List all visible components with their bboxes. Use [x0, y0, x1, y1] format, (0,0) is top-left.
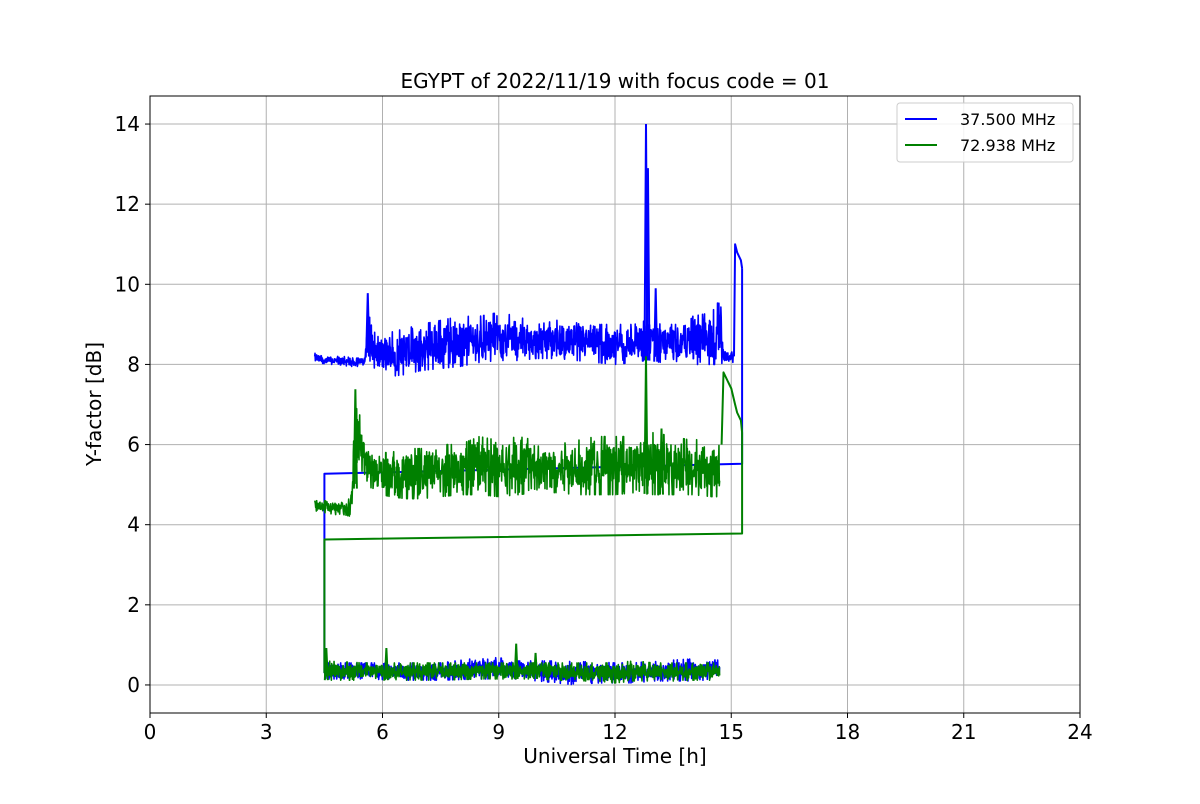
y-axis-label: Y-factor [dB] [82, 342, 106, 467]
series-spike [533, 652, 539, 680]
series-trace [323, 660, 721, 684]
y-tick-label: 6 [127, 433, 140, 457]
x-tick-label: 15 [719, 720, 744, 744]
series-spike [365, 293, 371, 353]
x-tick-label: 21 [951, 720, 976, 744]
series-line [733, 243, 744, 357]
series-trace [313, 302, 734, 377]
legend-label: 37.500 MHz [960, 110, 1055, 129]
legend-box [896, 102, 1074, 163]
x-tick-label: 24 [1067, 720, 1092, 744]
legend-label: 72.938 MHz [960, 136, 1055, 155]
series-line [720, 371, 744, 445]
y-tick-label: 8 [127, 352, 140, 376]
x-tick-label: 18 [835, 720, 860, 744]
y-tick-label: 14 [115, 112, 140, 136]
series-spike [513, 643, 519, 679]
plot-data [313, 124, 744, 686]
x-axis-label: Universal Time [h] [523, 744, 706, 768]
x-tick-label: 3 [260, 720, 273, 744]
series-line [323, 432, 744, 673]
series-trace [313, 407, 721, 517]
chart-title: EGYPT of 2022/11/19 with focus code = 01 [401, 69, 830, 93]
series-spike [323, 648, 329, 681]
series-2 [313, 356, 744, 684]
series-spike [645, 168, 651, 361]
y-tick-label: 4 [127, 513, 140, 537]
y-tick-label: 0 [127, 673, 140, 697]
x-tick-label: 0 [144, 720, 157, 744]
x-tick-label: 9 [492, 720, 505, 744]
x-tick-label: 12 [602, 720, 627, 744]
y-tick-label: 12 [115, 192, 140, 216]
legend: 37.500 MHz 72.938 MHz [896, 102, 1074, 163]
grid [150, 96, 1080, 713]
series-spike [643, 356, 649, 494]
series-spike [659, 428, 664, 495]
series-spike [383, 648, 389, 681]
x-tick-label: 6 [376, 720, 389, 744]
y-tick-label: 2 [127, 593, 140, 617]
series-spike [653, 288, 659, 362]
y-tick-label: 10 [115, 272, 140, 296]
series-spike [352, 389, 358, 489]
